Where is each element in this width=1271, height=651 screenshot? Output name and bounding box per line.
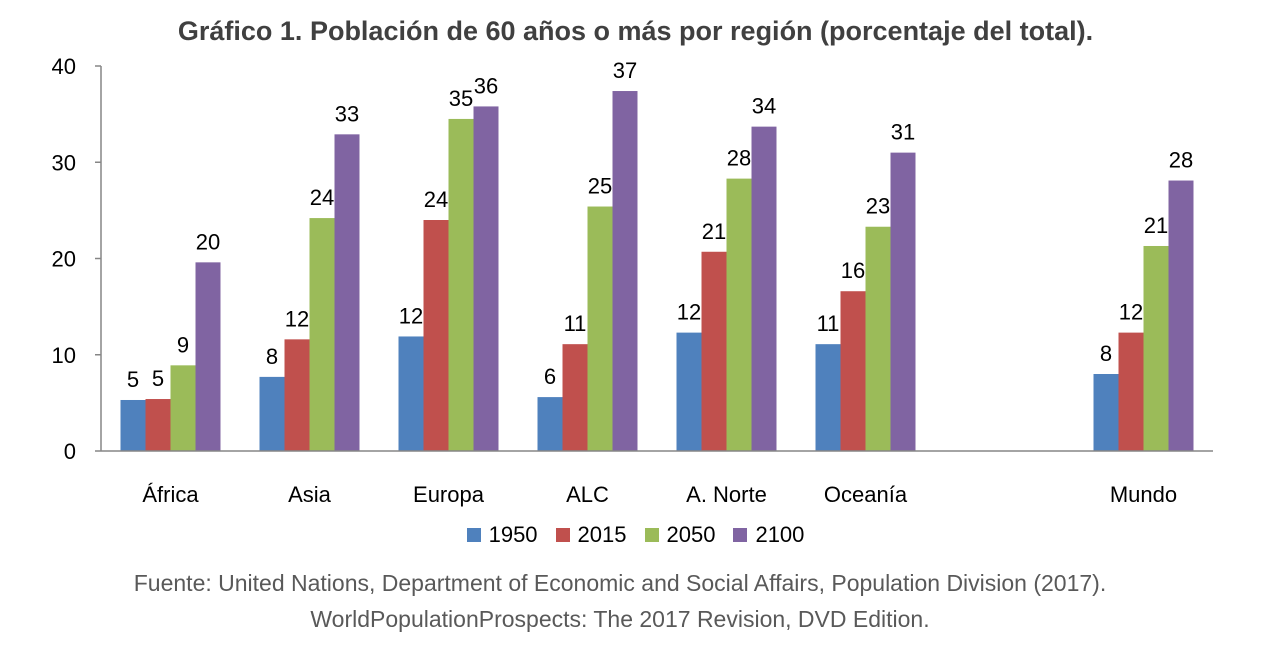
bar-2100 (751, 126, 777, 451)
data-label: 12 (285, 306, 309, 331)
legend-item-2050: 2050 (644, 522, 716, 548)
legend-label: 2050 (666, 522, 716, 547)
source-note: Fuente: United Nations, Department of Ec… (0, 565, 1240, 637)
category-label: Europa (413, 482, 485, 507)
data-label: 11 (817, 311, 840, 336)
category-label: A. Norte (686, 482, 767, 507)
data-label: 21 (1144, 213, 1168, 238)
bar-2050 (587, 206, 613, 451)
bar-2050 (865, 226, 891, 451)
bar-2050 (170, 365, 196, 451)
data-label: 23 (866, 194, 890, 219)
bar-2100 (612, 91, 638, 452)
bar-2050 (448, 118, 474, 451)
bar-2015 (1118, 332, 1144, 451)
y-tick-label: 10 (52, 343, 76, 368)
category-label: Oceanía (824, 482, 908, 507)
data-label: 35 (449, 86, 473, 111)
bar-2050 (1143, 245, 1169, 451)
bar-2015 (423, 220, 449, 451)
bar-2050 (309, 218, 335, 451)
data-label: 25 (588, 174, 612, 199)
bar-2015 (840, 291, 866, 451)
data-label: 6 (544, 364, 556, 389)
y-axis: 0 10 20 30 40 (52, 54, 102, 464)
category-labels: África Asia Europa ALC A. Norte Oceanía Mundo (142, 482, 1177, 507)
data-label: 24 (424, 187, 448, 212)
bar-2015 (284, 339, 310, 451)
bar-2100 (1168, 180, 1194, 451)
bar-2100 (195, 262, 221, 451)
legend-label: 1950 (488, 522, 538, 547)
bar-1950 (120, 399, 146, 451)
legend-swatch (644, 528, 659, 542)
data-label: 21 (702, 219, 726, 244)
category-label: África (142, 482, 199, 507)
bar-1950 (676, 332, 702, 451)
bar-1950 (537, 397, 563, 451)
bar-2100 (890, 152, 916, 451)
bar-1950 (1093, 374, 1119, 451)
data-label: 28 (1169, 148, 1193, 173)
chart-title: Gráfico 1. Población de 60 años o más po… (177, 16, 1094, 46)
data-label: 16 (841, 258, 865, 283)
legend-swatch (555, 528, 570, 542)
bar-1950 (815, 344, 841, 451)
data-label: 8 (1100, 341, 1112, 366)
bar-2015 (145, 399, 171, 451)
y-tick-label: 20 (52, 247, 76, 272)
data-label: 36 (474, 73, 498, 98)
bar-2100 (334, 134, 360, 451)
legend: 1950 2015 2050 2100 (0, 522, 1271, 548)
legend-label: 2015 (577, 522, 627, 547)
data-label: 12 (677, 300, 701, 325)
y-tick-label: 30 (52, 150, 76, 175)
legend-swatch (466, 528, 481, 542)
data-label: 11 (564, 311, 587, 336)
y-tick-label: 40 (52, 54, 76, 79)
bar-2050 (726, 178, 752, 452)
source-line-1: Fuente: United Nations, Department of Ec… (133, 570, 1107, 596)
category-label: ALC (566, 482, 609, 507)
data-label: 12 (399, 303, 423, 328)
category-label: Asia (288, 482, 332, 507)
bar-1950 (398, 336, 424, 451)
data-labels: 5 592081224331224353661125371221283411162… (127, 58, 1193, 392)
bar-2100 (473, 106, 499, 452)
bar-2015 (562, 344, 588, 451)
data-label: 28 (727, 146, 751, 171)
y-tick-label: 0 (64, 439, 76, 464)
category-label: Mundo (1110, 482, 1177, 507)
bars (120, 91, 1194, 452)
data-label: 12 (1119, 300, 1143, 325)
legend-label: 2100 (755, 522, 805, 547)
data-label: 5 (127, 367, 139, 392)
data-label: 8 (266, 344, 278, 369)
bar-1950 (259, 376, 285, 451)
legend-item-2100: 2100 (733, 522, 804, 548)
data-label: 31 (891, 120, 915, 145)
data-label: 9 (177, 332, 189, 357)
data-label: 33 (335, 101, 359, 126)
data-label: 5 (152, 366, 164, 391)
legend-swatch (733, 528, 748, 542)
legend-item-2015: 2015 (555, 522, 627, 548)
source-line-2: WorldPopulationProspects: The 2017 Revis… (310, 606, 930, 632)
data-label: 34 (752, 94, 776, 119)
legend-item-1950: 1950 (466, 522, 538, 548)
data-label: 37 (613, 58, 637, 83)
data-label: 20 (196, 229, 220, 254)
data-label: 24 (310, 185, 334, 210)
bar-2015 (701, 251, 727, 451)
